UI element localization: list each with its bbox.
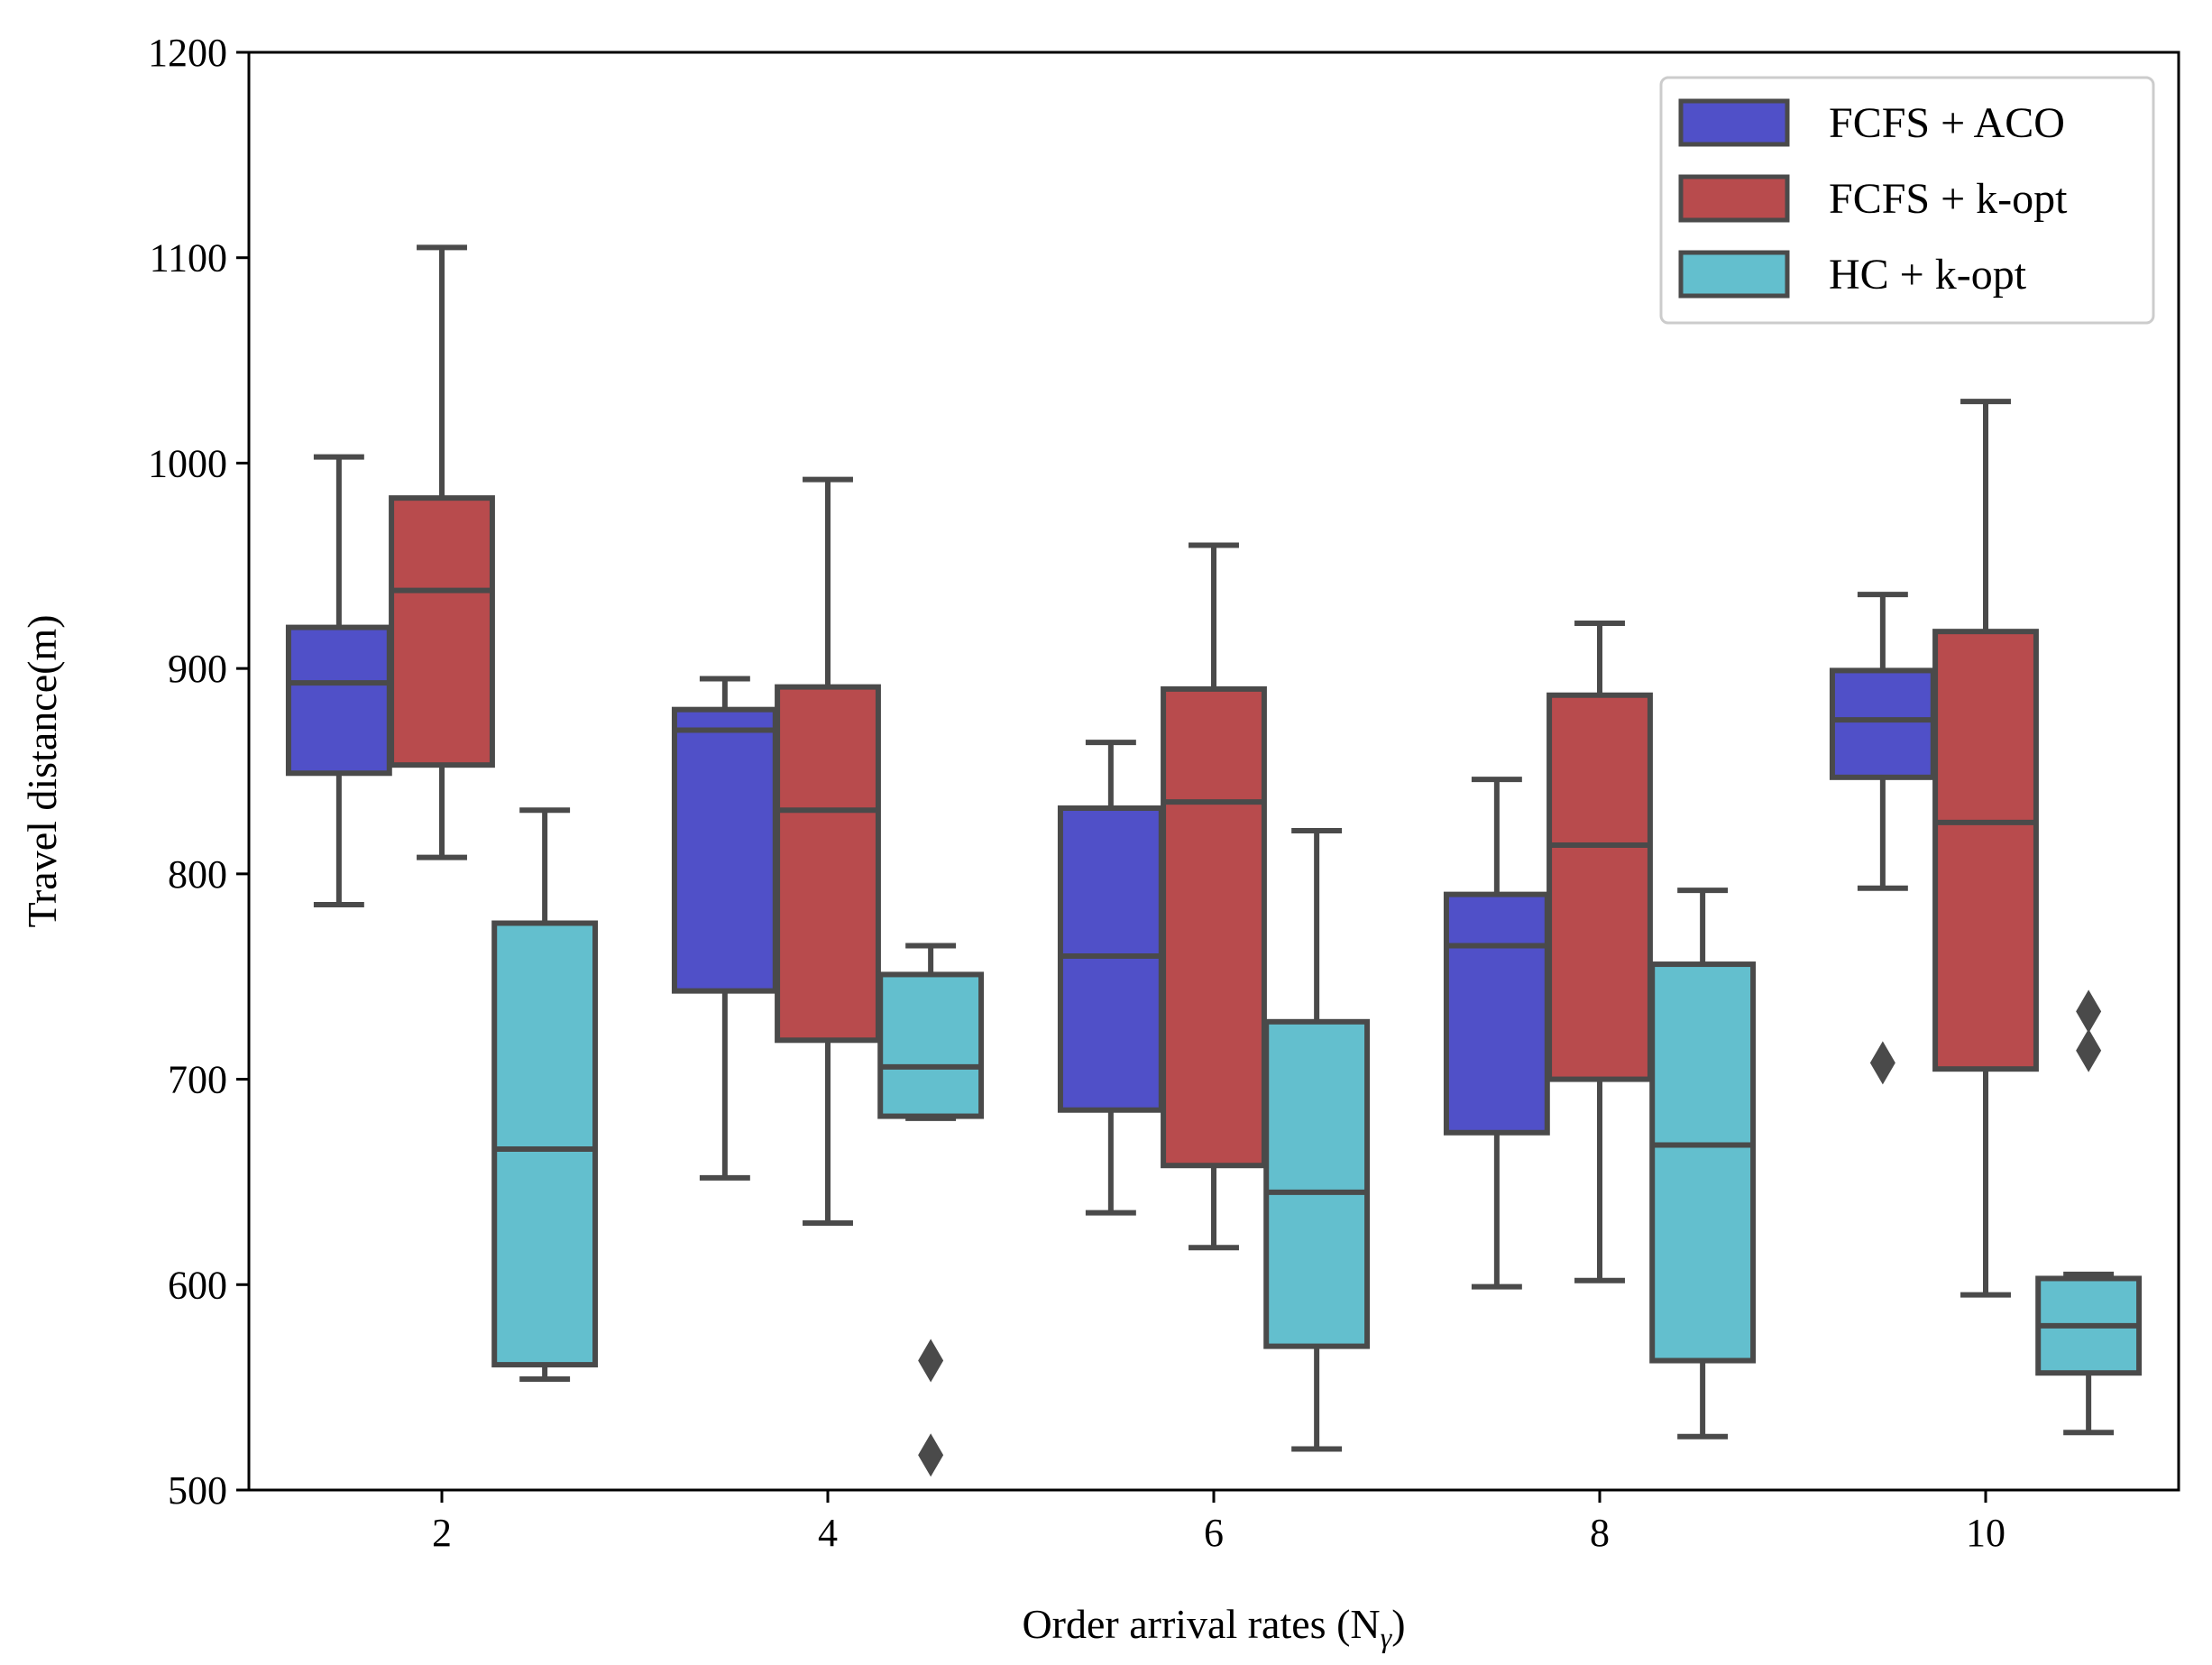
outlier-marker [918,1338,944,1383]
box-group [1649,888,1757,1440]
y-tick-label: 1100 [150,236,227,281]
boxes-layer [285,244,2143,1477]
legend-swatch [1678,98,1790,147]
iqr-box [671,706,778,994]
y-tick-label: 500 [168,1468,227,1513]
box-group [1829,592,1936,1085]
x-axis: 2 4 6 8 10 [432,1490,2005,1555]
y-tick-label: 600 [168,1263,227,1307]
outlier-marker [2076,1028,2102,1072]
y-tick-label: 700 [168,1058,227,1102]
y-tick-label: 1200 [148,31,227,75]
x-tick-label: 10 [1966,1511,2005,1555]
legend: FCFS + ACO FCFS + k-opt HC + k-opt [1659,76,2155,325]
legend-label: HC + k-opt [1829,251,2027,299]
y-tick-label: 1000 [148,441,227,485]
x-tick-label: 2 [432,1511,452,1555]
box-group [285,454,392,908]
iqr-box [877,971,985,1119]
y-tick-label: 900 [168,647,227,691]
box-group [1932,399,2039,1298]
iqr-box [389,495,495,768]
box-group [775,476,881,1226]
box-group [1263,828,1371,1452]
box-group [491,807,599,1383]
outlier-marker [1869,1041,1895,1085]
y-axis: 500 600 700 800 900 1000 1100 1200 [148,31,249,1513]
box-group [1057,740,1164,1216]
iqr-box [1547,692,1653,1082]
box-group [1547,621,1653,1283]
x-tick-label: 6 [1204,1511,1224,1555]
iqr-box [1057,805,1164,1113]
box-group [1161,542,1267,1251]
x-axis-label: Order arrival rates (Nγ) [1022,1601,1405,1653]
x-tick-label: 4 [818,1511,838,1555]
legend-label: FCFS + ACO [1829,99,2065,147]
iqr-box [491,920,599,1368]
y-axis-label: Travel distance(m) [19,614,65,927]
iqr-box [285,624,392,777]
box-group [877,943,985,1477]
legend-swatch [1678,250,1790,299]
box-group [1443,777,1550,1290]
box-group [389,244,495,860]
iqr-box [1649,961,1757,1364]
legend-label: FCFS + k-opt [1829,175,2068,223]
outlier-marker [2076,989,2102,1034]
iqr-box [1443,891,1550,1136]
iqr-box [775,684,881,1044]
iqr-box [1263,1018,1371,1349]
iqr-box [1161,685,1267,1169]
y-tick-label: 800 [168,852,227,897]
x-tick-label: 8 [1590,1511,1610,1555]
box-group [671,676,778,1181]
iqr-box [1932,629,2039,1072]
iqr-box [1829,667,1936,780]
outlier-marker [918,1433,944,1477]
legend-swatch [1678,174,1790,223]
box-group [2035,989,2143,1436]
